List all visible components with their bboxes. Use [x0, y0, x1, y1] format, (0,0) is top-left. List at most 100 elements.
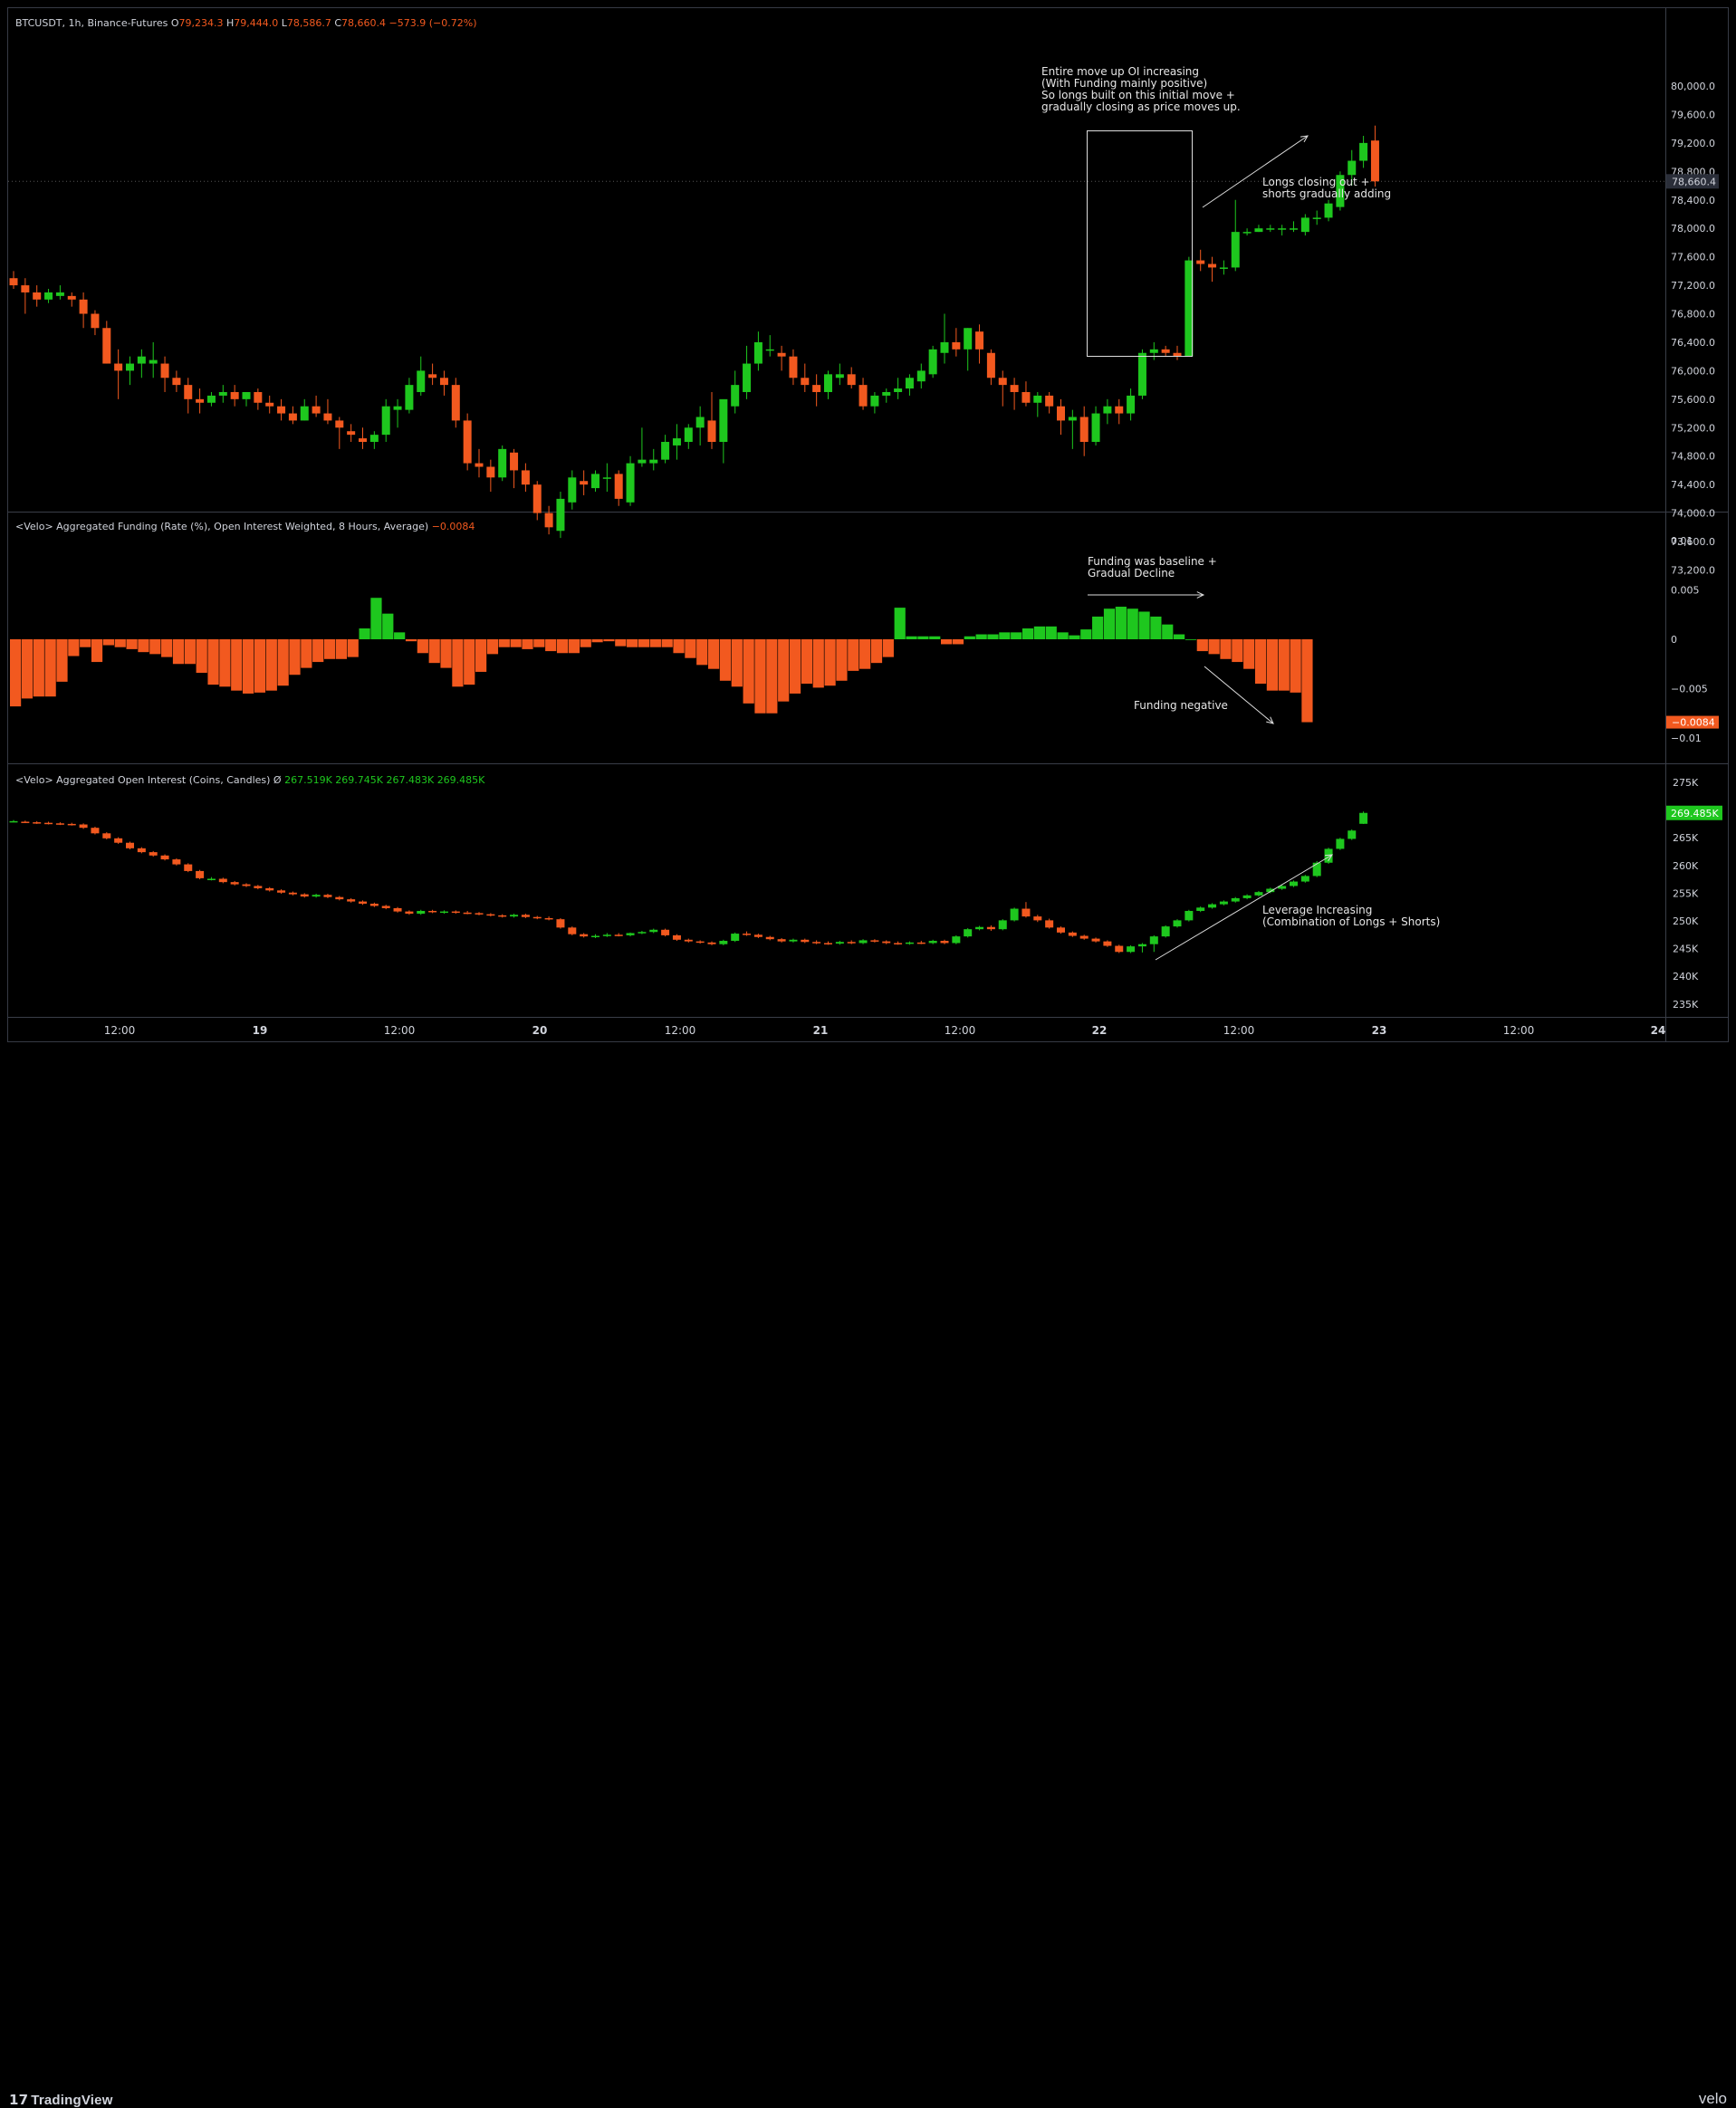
funding-bar — [719, 639, 732, 681]
price-candle-body — [743, 363, 752, 392]
annotation-leverage-increasing: (Combination of Longs + Shorts) — [1262, 915, 1440, 928]
price-candle-body — [602, 477, 611, 479]
oi-candle-body — [684, 939, 693, 942]
price-candle-body — [254, 391, 263, 403]
oi-candle-body — [1173, 920, 1182, 927]
price-candle-body — [323, 413, 332, 421]
oi-candle-body — [498, 915, 507, 917]
oi-candle-body — [765, 936, 774, 940]
funding-bar — [789, 639, 801, 694]
funding-axis-tick-label: −0.01 — [1671, 733, 1702, 744]
annotation-box — [1087, 130, 1193, 357]
funding-bar — [743, 639, 754, 704]
oi-candle-body — [1266, 888, 1275, 893]
oi-candle-body — [1127, 946, 1136, 953]
oi-candle-body — [858, 940, 868, 944]
price-candle-body — [428, 374, 437, 378]
oi-candle-body — [580, 934, 589, 937]
oi-candle-body — [1115, 945, 1124, 953]
funding-bar — [1185, 639, 1197, 640]
tradingview-logo[interactable]: 𝟭𝟳 TradingView — [9, 2092, 113, 2108]
legend-part: 79,444.0 — [234, 17, 281, 29]
price-candle-body — [498, 448, 507, 478]
annotation-oi-increasing: gradually closing as price moves up. — [1041, 101, 1241, 113]
funding-bar — [929, 636, 941, 639]
funding-bar — [301, 639, 312, 668]
price-candle-body — [847, 374, 856, 386]
oi-candle-body — [114, 838, 123, 843]
price-candle-body — [707, 420, 716, 442]
price-candle-body — [1208, 264, 1217, 268]
funding-bar — [80, 639, 91, 647]
oi-candle-body — [521, 915, 530, 917]
funding-bar — [323, 639, 336, 659]
oi-candle-body — [323, 895, 332, 897]
oi-candle-body — [835, 942, 844, 944]
price-candle-body — [986, 352, 995, 378]
funding-bar — [10, 639, 22, 707]
oi-candle-body — [1045, 920, 1054, 928]
funding-bar — [906, 636, 917, 639]
oi-candle-body — [230, 882, 239, 885]
funding-bar — [196, 639, 207, 674]
price-axis-tick-label: 74,400.0 — [1671, 479, 1715, 491]
funding-bar — [1162, 624, 1174, 639]
price-candle-body — [21, 285, 30, 292]
oi-candle-body — [1312, 862, 1321, 877]
oi-candle-body — [638, 932, 647, 934]
oi-candle-body — [196, 870, 205, 878]
funding-bar — [778, 639, 790, 702]
annotation-arrow-funding-flat-head — [1196, 591, 1205, 599]
price-candle-body — [905, 378, 914, 389]
oi-candle-body — [661, 929, 670, 935]
oi-candle-body — [347, 899, 356, 902]
price-candle-body — [91, 313, 100, 329]
oi-candle-body — [824, 943, 832, 944]
funding-bar — [941, 639, 953, 645]
oi-candle-body — [1010, 908, 1019, 921]
oi-candle-body — [556, 919, 565, 928]
oi-candle-body — [206, 878, 216, 880]
oi-candle-body — [288, 892, 297, 895]
price-candle-body — [952, 341, 961, 350]
chart-frame — [7, 7, 1729, 1042]
chart-canvas[interactable]: 80,000.079,600.079,200.078,800.078,400.0… — [0, 0, 1736, 1042]
legend-part: H — [226, 17, 234, 29]
funding-bar — [265, 639, 277, 691]
price-candle-body — [300, 406, 309, 421]
price-axis-tick-label: 78,000.0 — [1671, 223, 1715, 235]
oi-candle-body — [626, 933, 635, 935]
price-axis-tick-label: 79,600.0 — [1671, 109, 1715, 120]
funding-bar — [870, 639, 883, 664]
price-candle-body — [1266, 228, 1275, 230]
funding-bar — [475, 639, 487, 672]
oi-candle-body — [1219, 901, 1228, 905]
oi-candle-body — [1208, 904, 1217, 908]
price-candle-body — [1161, 349, 1170, 353]
funding-bar — [1138, 611, 1150, 639]
price-candle-body — [1336, 175, 1345, 207]
time-axis-tick-label: 12:00 — [384, 1024, 416, 1037]
funding-bar — [335, 639, 347, 659]
price-candle-body — [998, 378, 1007, 386]
price-candle-body — [1079, 417, 1089, 442]
price-axis-tick-label: 76,000.0 — [1671, 365, 1715, 377]
price-candle-body — [928, 349, 937, 375]
oi-candle-body — [1057, 927, 1065, 933]
funding-bar — [766, 639, 778, 714]
price-candle-body — [801, 378, 810, 386]
tradingview-logo-icon: 𝟭𝟳 — [9, 2093, 29, 2108]
oi-candle-body — [602, 934, 611, 936]
time-axis-tick-label: 20 — [532, 1024, 548, 1037]
price-axis-tick-label: 79,200.0 — [1671, 138, 1715, 149]
price-candle-body — [532, 484, 542, 513]
oi-candle-body — [952, 936, 961, 944]
oi-candle-body — [916, 942, 926, 944]
funding-bar — [603, 639, 615, 642]
oi-candle-body — [882, 941, 891, 944]
price-candle-body — [1242, 232, 1252, 234]
oi-candle-body — [789, 939, 798, 942]
oi-candle-body — [184, 864, 193, 871]
price-candle-body — [1103, 406, 1112, 414]
funding-bar — [102, 639, 114, 646]
